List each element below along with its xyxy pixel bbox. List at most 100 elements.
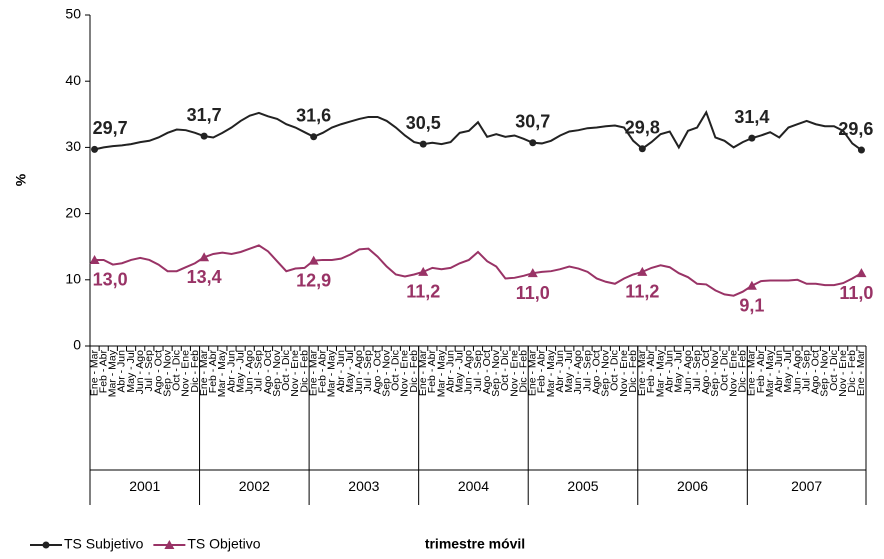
marker [527,268,538,278]
x-tick-label: May - Jul [673,350,685,393]
x-tick-label: Oct - Dic [499,350,511,391]
marker [746,280,757,290]
y-tick-label: 20 [65,204,81,220]
x-tick-label: Nov - Ene [508,350,520,397]
x-tick-label: Mar - May [764,349,776,397]
x-tick-label: Ago - Oct [371,350,383,394]
x-tick-label: Jun - Ago [463,350,475,395]
marker [91,145,99,153]
x-tick-label: Jun - Ago [353,350,365,395]
marker [42,541,50,549]
data-label: 11,2 [625,282,659,302]
x-tick-label: Sep - Nov [161,349,173,396]
marker [200,132,208,140]
y-tick-label: 0 [73,337,81,353]
x-tick-label: Feb - Abr [536,349,548,393]
x-tick-label: Ene - Mar [636,350,648,397]
data-label: 12,9 [296,270,331,290]
data-label: 29,6 [838,119,873,139]
marker [638,145,646,153]
x-tick-label: Ago - Oct [700,350,712,394]
data-label: 30,5 [406,113,441,133]
x-tick-label: Abr - Jun [116,350,128,393]
marker [857,146,865,154]
x-tick-label: Mar - May [107,349,119,397]
x-tick-label: Feb - Abr [755,349,767,393]
marker [637,266,648,276]
x-tick-label: Abr - Jun [773,350,785,393]
data-label: 29,8 [625,117,660,137]
x-tick-label: Feb - Abr [645,349,657,393]
x-tick-label: Jul - Sep [472,350,484,392]
data-label: 11,2 [406,282,440,302]
x-tick-label: Sep - Nov [380,349,392,396]
x-tick-label: Nov - Ene [399,350,411,397]
year-label: 2003 [348,478,379,494]
x-tick-label: Mar - May [326,349,338,397]
x-tick-label: Abr - Jun [663,350,675,393]
legend-label: TS Subjetivo [64,536,144,552]
x-tick-label: Nov - Ene [289,350,301,397]
x-tick-label: Dic - Feb [408,350,420,393]
x-tick-label: May - Jul [234,350,246,393]
x-tick-label: Sep - Nov [271,349,283,396]
x-tick-label: Nov - Ene [180,350,192,397]
data-label: 13,4 [187,267,222,287]
x-tick-label: Dic - Feb [627,350,639,393]
x-tick-label: Dic - Feb [517,350,529,393]
year-label: 2007 [791,478,822,494]
x-tick-label: May - Jul [125,350,137,393]
x-tick-label: May - Jul [454,350,466,393]
marker [418,266,429,276]
year-label: 2006 [677,478,708,494]
x-tick-label: Abr - Jun [444,350,456,393]
x-tick-label: Dic - Feb [846,350,858,393]
y-axis-label: % [13,173,29,186]
marker [308,255,319,265]
x-tick-label: Ago - Oct [262,350,274,394]
x-tick-label: Ago - Oct [810,350,822,394]
x-tick-label: Sep - Nov [600,349,612,396]
data-label: 29,7 [93,118,128,138]
marker [89,254,100,264]
x-tick-label: Feb - Abr [426,349,438,393]
data-label: 31,6 [296,106,331,126]
x-tick-label: Oct - Dic [280,350,292,391]
y-tick-label: 10 [65,271,81,287]
y-tick-label: 30 [65,138,81,154]
year-label: 2002 [239,478,270,494]
marker [748,134,756,142]
x-tick-label: May - Jul [563,350,575,393]
x-tick-label: Nov - Ene [727,350,739,397]
x-tick-label: Abr - Jun [225,350,237,393]
x-tick-label: Oct - Dic [609,350,621,391]
x-tick-label: Abr - Jun [335,350,347,393]
x-tick-label: Jun - Ago [244,350,256,395]
x-tick-label: Mar - May [435,349,447,397]
data-label: 31,4 [734,107,769,127]
series-line [94,244,862,297]
marker [856,268,867,278]
x-tick-label: Jul - Sep [800,350,812,392]
x-tick-label: Abr - Jun [554,350,566,393]
x-tick-label: Feb - Abr [317,349,329,393]
x-tick-label: Sep - Nov [709,349,721,396]
x-tick-label: Mar - May [654,349,666,397]
x-tick-label: Ene - Mar [198,350,210,397]
x-tick-label: Jul - Sep [691,350,703,392]
x-tick-label: May - Jul [344,350,356,393]
marker [199,252,210,262]
data-label: 11,0 [516,283,550,303]
x-tick-label: Nov - Ene [837,350,849,397]
x-tick-label: Jul - Sep [581,350,593,392]
x-tick-label: May - Jul [782,350,794,393]
x-tick-label: Jul - Sep [253,350,265,392]
series-line [94,109,863,151]
x-tick-label: Dic - Feb [298,350,310,393]
x-tick-label: Oct - Dic [390,350,402,391]
x-tick-label: Ene - Mar [88,350,100,397]
x-tick-label: Sep - Nov [819,349,831,396]
x-tick-label: Ene - Mar [527,350,539,397]
x-tick-label: Jul - Sep [143,350,155,392]
